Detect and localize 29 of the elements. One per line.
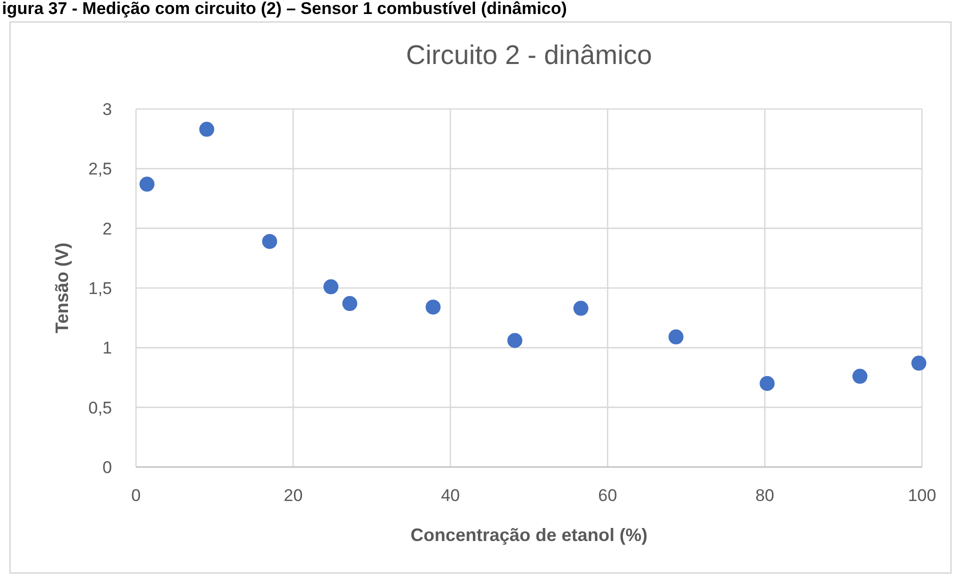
point	[342, 296, 358, 312]
point	[323, 279, 338, 294]
y-tick-label: 1	[102, 338, 112, 358]
y-axis-title: Tensão (V)	[52, 242, 72, 334]
chart-title: Circuito 2 - dinâmico	[406, 40, 652, 70]
y-tick-label: 2,5	[88, 160, 112, 179]
y-tick-label: 3	[102, 100, 112, 119]
point	[911, 356, 926, 371]
point	[426, 300, 441, 315]
y-tick-label: 0,5	[88, 398, 112, 418]
x-tick-label: 0	[131, 486, 141, 505]
x-tick-label: 100	[908, 486, 936, 505]
point	[852, 368, 868, 384]
x-tick-label: 40	[440, 486, 460, 505]
x-axis-title: Concentração de etanol (%)	[410, 525, 648, 545]
x-tick-label: 20	[284, 486, 303, 505]
x-tick-label: 60	[598, 486, 618, 505]
y-tick-label: 2	[102, 219, 112, 238]
point	[760, 376, 775, 391]
y-tick-label: 1,5	[88, 278, 112, 298]
point	[573, 300, 588, 316]
text: igura 37 - Medição com circuito (2) – Sensor 1 combustível (dinâmico)	[2, 0, 567, 18]
point	[262, 234, 278, 249]
point	[140, 176, 155, 192]
point	[668, 329, 684, 344]
point	[199, 122, 214, 137]
point	[507, 333, 522, 348]
y-tick-label: 0	[102, 458, 112, 477]
x-tick-label: 80	[755, 486, 774, 505]
